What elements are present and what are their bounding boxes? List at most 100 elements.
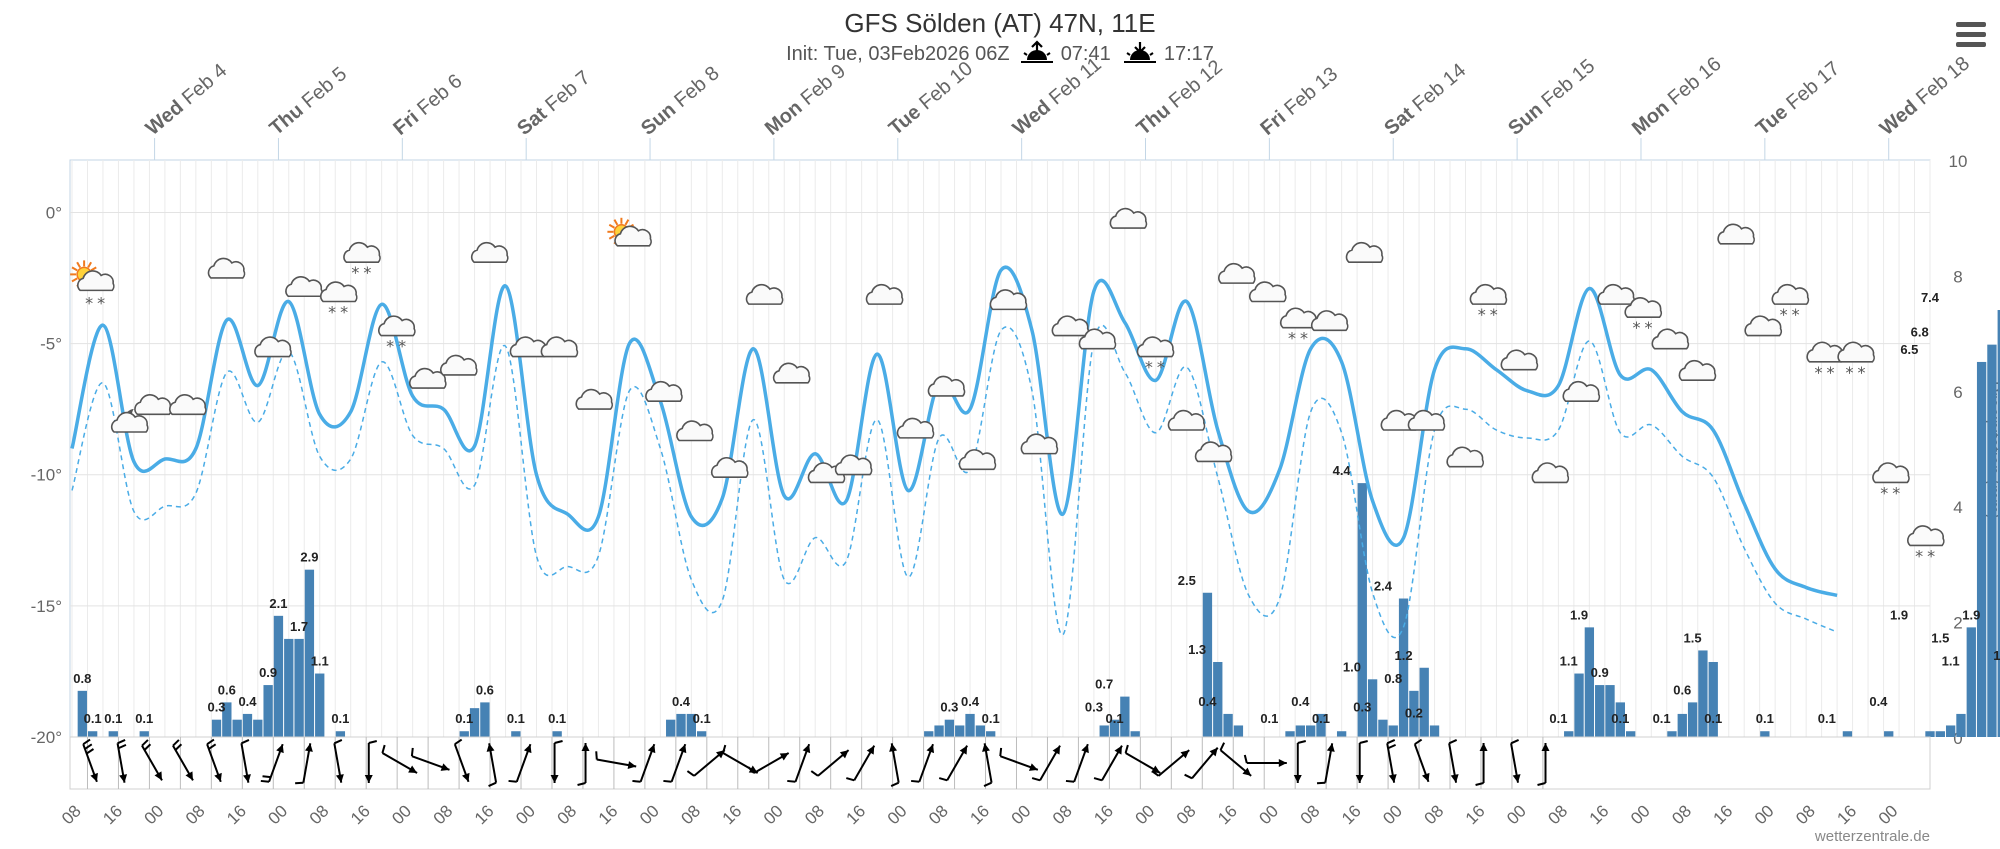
precipitation-bar xyxy=(1306,725,1316,737)
precipitation-bar xyxy=(1976,361,1987,737)
wind-barb xyxy=(577,743,590,786)
wind-barb-flag xyxy=(810,770,819,777)
weather-symbol-cloud xyxy=(285,275,323,298)
weather-symbol-cloud xyxy=(865,283,904,305)
weather-symbol-cloud xyxy=(1249,281,1287,303)
wind-barb xyxy=(1184,747,1219,780)
weather-symbol-snow: * * xyxy=(1624,296,1663,337)
cloud-icon xyxy=(1717,223,1755,245)
wind-barb xyxy=(333,739,344,783)
wind-barb xyxy=(632,743,656,783)
wind-barb-flag xyxy=(577,782,586,786)
wind-barb-flag xyxy=(172,739,180,747)
wind-barb xyxy=(1386,739,1397,783)
precipitation-value-label: 1.3 xyxy=(1188,642,1206,657)
precipitation-bar xyxy=(211,719,222,737)
precipitation-bar xyxy=(1584,627,1595,737)
weather-symbol-sun-cloud xyxy=(607,217,652,247)
wind-barb-head xyxy=(90,772,98,782)
snowflake-icon: * xyxy=(1880,483,1888,502)
precipitation-bar xyxy=(1213,661,1223,737)
hour-tick-label: 08 xyxy=(1421,801,1448,828)
precipitation-bar xyxy=(1625,731,1636,737)
precipitation-bar xyxy=(1698,650,1708,737)
precipitation-bar xyxy=(108,731,118,737)
cloud-icon xyxy=(958,449,997,471)
snowflake-icon: * xyxy=(1915,546,1923,565)
wind-barb-head xyxy=(866,745,875,755)
hour-tick-label: 08 xyxy=(1049,801,1076,828)
credit-text[interactable]: wetterzentrale.de xyxy=(1814,828,1930,845)
cloud-icon xyxy=(1837,341,1875,363)
day-label-date: Feb 5 xyxy=(298,63,351,113)
wind-barb-flag xyxy=(260,779,270,783)
precipitation-value-label: 1.2 xyxy=(1993,648,2000,663)
wind-barb-flag xyxy=(508,779,517,783)
temperature-tick-label: 0° xyxy=(46,203,62,222)
snowflake-icon: * xyxy=(1845,363,1853,382)
wind-barb-flag xyxy=(983,781,992,787)
precipitation-value-label: 0.3 xyxy=(1085,700,1103,715)
wind-barb-head xyxy=(779,753,789,761)
wind-barb xyxy=(1031,745,1061,782)
precipitation-bar xyxy=(934,725,944,737)
wind-barb xyxy=(508,743,532,783)
hour-tick-label: 16 xyxy=(223,801,250,828)
wind-barb-flag xyxy=(1386,739,1396,745)
hamburger-menu-icon[interactable] xyxy=(1956,22,1986,48)
wind-barb xyxy=(1413,738,1430,783)
cloud-icon xyxy=(1531,462,1570,484)
precipitation-bars xyxy=(77,310,2000,737)
wind-barb xyxy=(747,752,790,774)
precipitation-bar xyxy=(1295,725,1306,737)
precipitation-bar xyxy=(253,719,263,737)
wind-barb-flag xyxy=(368,740,378,744)
hour-tick-label: 16 xyxy=(1710,801,1737,828)
wind-barb-flag xyxy=(454,738,463,746)
cloud-icon xyxy=(1078,328,1117,350)
wind-barb-flag xyxy=(410,747,414,757)
wind-barb-head xyxy=(304,743,313,752)
wind-barb-flag xyxy=(1093,777,1103,782)
cloud-icon xyxy=(378,315,416,337)
day-label-date: Feb 8 xyxy=(670,62,723,112)
cloud-icon xyxy=(207,257,246,279)
cloud-icon xyxy=(676,420,714,442)
weather-symbol-cloud xyxy=(958,449,997,471)
precipitation-bar xyxy=(1564,731,1574,737)
precipitation-bar xyxy=(1357,483,1367,737)
precipitation-value-label: 1.5 xyxy=(1684,630,1702,645)
precipitation-value-label: 0.1 xyxy=(104,711,122,726)
snowflake-icon: * xyxy=(398,337,406,356)
hour-tick-label: 08 xyxy=(430,801,457,828)
wind-barb-flag xyxy=(1387,743,1396,750)
precipitation-bar xyxy=(1574,673,1584,737)
weather-symbol-cloud xyxy=(1651,328,1690,350)
wind-barb-head xyxy=(1081,744,1089,754)
precipitation-bar xyxy=(459,731,469,737)
cloud-icon xyxy=(1446,446,1484,468)
wind-barb xyxy=(82,738,98,783)
cloud-icon xyxy=(710,456,749,479)
sun-ray xyxy=(71,266,78,272)
precipitation-value-label: 0.1 xyxy=(84,711,102,726)
precipitation-bar xyxy=(944,719,955,737)
wind-barb xyxy=(1293,740,1307,783)
cloud-icon xyxy=(1136,336,1175,358)
wind-barb-flag xyxy=(1124,744,1129,754)
precipitation-bar xyxy=(1378,719,1388,737)
cloud-icon xyxy=(989,289,1028,311)
weather-symbol-snow: * * xyxy=(1469,283,1508,324)
precipitation-bar xyxy=(975,725,986,737)
precipitation-bar xyxy=(965,713,975,737)
precipitation-bar xyxy=(1336,731,1347,737)
day-label-date: Feb 15 xyxy=(1537,55,1599,112)
hour-tick-label: 08 xyxy=(58,801,85,828)
hour-tick-label: 00 xyxy=(388,801,415,828)
hour-tick-label: 08 xyxy=(925,801,952,828)
day-label: Fri Feb 6 xyxy=(389,70,466,140)
hour-tick-label: 08 xyxy=(1544,801,1571,828)
hour-tick-label: 00 xyxy=(512,801,539,828)
wind-barb-flag xyxy=(1414,738,1423,746)
